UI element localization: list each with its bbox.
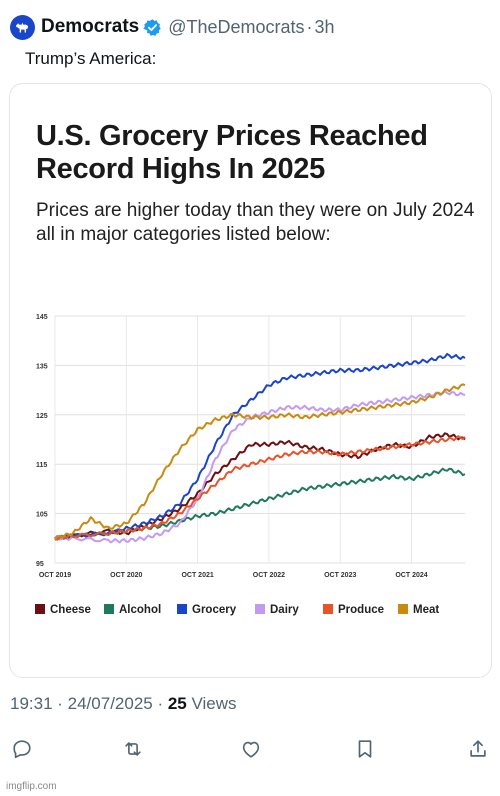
like-button[interactable] xyxy=(236,734,266,764)
y-tick-label: 145 xyxy=(36,314,48,321)
share-button[interactable] xyxy=(463,734,493,764)
reply-icon xyxy=(13,740,31,759)
y-tick-label: 135 xyxy=(36,363,48,370)
legend-swatch xyxy=(323,604,333,614)
imgflip-watermark: imgflip.com xyxy=(6,781,57,792)
x-tick-label: OCT 2023 xyxy=(324,572,356,579)
retweet-button[interactable] xyxy=(118,734,148,764)
verified-badge-icon xyxy=(143,18,162,37)
y-tick-label: 125 xyxy=(36,413,48,420)
legend-swatch xyxy=(104,604,114,614)
x-tick-label: OCT 2021 xyxy=(181,572,213,579)
legend-label: Grocery xyxy=(192,604,237,616)
legend-label: Meat xyxy=(413,604,439,616)
legend-swatch xyxy=(35,604,45,614)
action-bar xyxy=(0,734,500,764)
y-tick-label: 115 xyxy=(36,462,47,469)
share-icon xyxy=(470,740,486,757)
legend-swatch xyxy=(398,604,408,614)
views-count: 25 xyxy=(167,694,187,713)
author-handle[interactable]: @TheDemocrats xyxy=(168,16,305,37)
retweet-icon xyxy=(125,742,141,756)
legend-swatch xyxy=(255,604,265,614)
x-tick-label: OCT 2024 xyxy=(395,572,427,579)
y-tick-label: 105 xyxy=(36,512,48,519)
line-chart: 95 105 115 125 135 145 OCT 2019 OCT 2020 OCT 202… xyxy=(35,314,466,616)
chart-title: U.S. Grocery Prices Reached Record Highs… xyxy=(36,120,428,185)
legend-label: Alcohol xyxy=(119,604,161,616)
x-tick-label: OCT 2019 xyxy=(39,572,71,579)
x-tick-label: OCT 2022 xyxy=(253,572,285,579)
chart-subtitle: Prices are higher today than they were o… xyxy=(36,200,475,245)
legend-label: Produce xyxy=(338,604,384,616)
legend-swatch xyxy=(177,604,187,614)
tweet-header: Democrats @TheDemocrats · 3h xyxy=(10,14,335,40)
series-line-dairy xyxy=(54,390,466,544)
y-tick-label: 95 xyxy=(36,561,44,568)
series-line-grocery xyxy=(54,352,466,541)
series-line-produce xyxy=(54,435,466,541)
legend-label: Cheese xyxy=(50,604,91,616)
time-ago[interactable]: 3h xyxy=(314,16,335,37)
media-card[interactable]: U.S. Grocery Prices Reached Record Highs… xyxy=(9,83,492,678)
tweet-text: Trump’s America: xyxy=(25,49,157,68)
x-tick-label: OCT 2020 xyxy=(110,572,142,579)
reply-button[interactable] xyxy=(7,734,37,764)
series-line-cheese xyxy=(54,432,466,540)
series-line-alcohol xyxy=(54,467,466,541)
like-icon xyxy=(242,741,260,758)
tweet-meta: 19:31 · 24/07/2025 · 25 Views xyxy=(10,694,237,714)
bookmark-icon xyxy=(358,740,372,758)
legend-label: Dairy xyxy=(270,604,299,616)
donkey-icon xyxy=(16,22,29,32)
bookmark-button[interactable] xyxy=(350,734,380,764)
avatar[interactable] xyxy=(10,14,35,40)
author-name[interactable]: Democrats xyxy=(41,16,140,37)
series-line-meat xyxy=(54,383,466,541)
tweet-timestamp[interactable]: 19:31 · 24/07/2025 · xyxy=(10,694,168,713)
views-label: Views xyxy=(186,694,237,713)
separator: · xyxy=(306,16,313,37)
